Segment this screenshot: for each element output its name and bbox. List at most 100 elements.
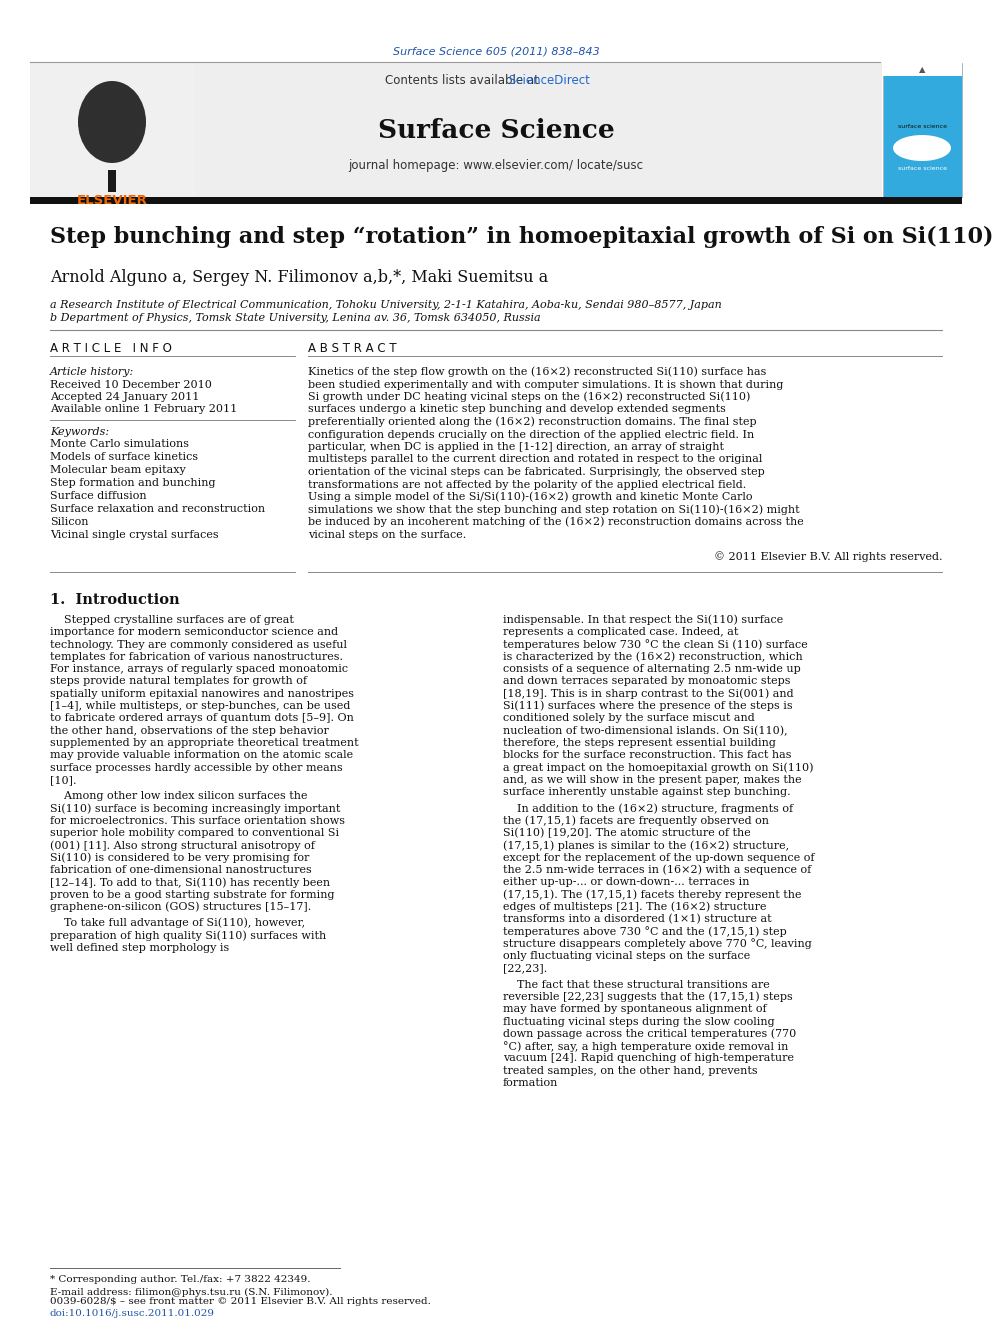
Text: To take full advantage of Si(110), however,: To take full advantage of Si(110), howev… (50, 918, 306, 929)
Text: configuration depends crucially on the direction of the applied electric field. : configuration depends crucially on the d… (308, 430, 754, 439)
Text: the 2.5 nm-wide terraces in (16×2) with a sequence of: the 2.5 nm-wide terraces in (16×2) with … (503, 865, 811, 876)
Text: preferentially oriented along the (16×2) reconstruction domains. The final step: preferentially oriented along the (16×2)… (308, 417, 757, 427)
Text: transformations are not affected by the polarity of the applied electrical field: transformations are not affected by the … (308, 479, 746, 490)
Text: to fabricate ordered arrays of quantum dots [5–9]. On: to fabricate ordered arrays of quantum d… (50, 713, 354, 724)
Text: spatially uniform epitaxial nanowires and nanostripes: spatially uniform epitaxial nanowires an… (50, 689, 354, 699)
Text: is characterized by the (16×2) reconstruction, which: is characterized by the (16×2) reconstru… (503, 652, 803, 663)
Text: In addition to the (16×2) structure, fragments of: In addition to the (16×2) structure, fra… (503, 803, 794, 814)
Text: Article history:: Article history: (50, 366, 134, 377)
Text: surface inherently unstable against step bunching.: surface inherently unstable against step… (503, 787, 791, 798)
Text: fluctuating vicinal steps during the slow cooling: fluctuating vicinal steps during the slo… (503, 1016, 775, 1027)
Text: and down terraces separated by monoatomic steps: and down terraces separated by monoatomi… (503, 676, 791, 687)
Text: ▲: ▲ (919, 66, 926, 74)
Text: treated samples, on the other hand, prevents: treated samples, on the other hand, prev… (503, 1066, 758, 1076)
Bar (883, 64, 962, 197)
Text: structure disappears completely above 770 °C, leaving: structure disappears completely above 77… (503, 938, 811, 949)
Bar (883, 64, 962, 75)
Text: [22,23].: [22,23]. (503, 963, 548, 974)
Text: the other hand, observations of the step behavior: the other hand, observations of the step… (50, 726, 329, 736)
Text: nucleation of two-dimensional islands. On Si(110),: nucleation of two-dimensional islands. O… (503, 725, 788, 736)
Text: Vicinal single crystal surfaces: Vicinal single crystal surfaces (50, 531, 218, 540)
Text: transforms into a disordered (1×1) structure at: transforms into a disordered (1×1) struc… (503, 914, 772, 925)
Text: Kinetics of the step flow growth on the (16×2) reconstructed Si(110) surface has: Kinetics of the step flow growth on the … (308, 366, 767, 377)
Text: Step bunching and step “rotation” in homoepitaxial growth of Si on Si(110)-16×2: Step bunching and step “rotation” in hom… (50, 226, 992, 247)
Text: reversible [22,23] suggests that the (17,15,1) steps: reversible [22,23] suggests that the (17… (503, 992, 793, 1003)
Text: only fluctuating vicinal steps on the surface: only fluctuating vicinal steps on the su… (503, 951, 750, 960)
Text: therefore, the steps represent essential building: therefore, the steps represent essential… (503, 738, 776, 747)
Text: temperatures below 730 °C the clean Si (110) surface: temperatures below 730 °C the clean Si (… (503, 639, 807, 650)
Text: Molecular beam epitaxy: Molecular beam epitaxy (50, 464, 186, 475)
Text: Accepted 24 January 2011: Accepted 24 January 2011 (50, 392, 199, 402)
Text: importance for modern semiconductor science and: importance for modern semiconductor scie… (50, 627, 338, 638)
Text: doi:10.1016/j.susc.2011.01.029: doi:10.1016/j.susc.2011.01.029 (50, 1308, 215, 1318)
Text: 1.  Introduction: 1. Introduction (50, 593, 180, 607)
Text: Silicon: Silicon (50, 517, 88, 527)
Text: technology. They are commonly considered as useful: technology. They are commonly considered… (50, 639, 347, 650)
Text: Surface diffusion: Surface diffusion (50, 491, 147, 501)
Text: ScienceDirect: ScienceDirect (385, 74, 590, 86)
Text: © 2011 Elsevier B.V. All rights reserved.: © 2011 Elsevier B.V. All rights reserved… (713, 552, 942, 562)
Text: (17,15,1). The (17,15,1) facets thereby represent the: (17,15,1). The (17,15,1) facets thereby … (503, 889, 802, 900)
Text: [12–14]. To add to that, Si(110) has recently been: [12–14]. To add to that, Si(110) has rec… (50, 877, 330, 888)
Text: °C) after, say, a high temperature oxide removal in: °C) after, say, a high temperature oxide… (503, 1041, 789, 1052)
Text: steps provide natural templates for growth of: steps provide natural templates for grow… (50, 676, 307, 687)
Text: particular, when DC is applied in the [1-12] direction, an array of straight: particular, when DC is applied in the [1… (308, 442, 724, 452)
Text: Using a simple model of the Si/Si(110)-(16×2) growth and kinetic Monte Carlo: Using a simple model of the Si/Si(110)-(… (308, 492, 753, 503)
Bar (108, 169, 116, 192)
Text: preparation of high quality Si(110) surfaces with: preparation of high quality Si(110) surf… (50, 930, 326, 941)
Text: For instance, arrays of regularly spaced monoatomic: For instance, arrays of regularly spaced… (50, 664, 348, 675)
Text: orientation of the vicinal steps can be fabricated. Surprisingly, the observed s: orientation of the vicinal steps can be … (308, 467, 765, 478)
Text: for microelectronics. This surface orientation shows: for microelectronics. This surface orien… (50, 816, 345, 826)
Text: temperatures above 730 °C and the (17,15,1) step: temperatures above 730 °C and the (17,15… (503, 926, 787, 937)
Text: blocks for the surface reconstruction. This fact has: blocks for the surface reconstruction. T… (503, 750, 792, 761)
Text: conditioned solely by the surface miscut and: conditioned solely by the surface miscut… (503, 713, 755, 724)
Text: Stepped crystalline surfaces are of great: Stepped crystalline surfaces are of grea… (50, 615, 294, 624)
Text: consists of a sequence of alternating 2.5 nm-wide up: consists of a sequence of alternating 2.… (503, 664, 801, 675)
Text: (17,15,1) planes is similar to the (16×2) structure,: (17,15,1) planes is similar to the (16×2… (503, 840, 789, 851)
Text: fabrication of one-dimensional nanostructures: fabrication of one-dimensional nanostruc… (50, 865, 311, 875)
Text: Received 10 December 2010: Received 10 December 2010 (50, 380, 212, 390)
Text: supplemented by an appropriate theoretical treatment: supplemented by an appropriate theoretic… (50, 738, 359, 747)
Bar (30, 197, 962, 204)
Bar (30, 64, 882, 197)
Text: proven to be a good starting substrate for forming: proven to be a good starting substrate f… (50, 889, 334, 900)
Text: represents a complicated case. Indeed, at: represents a complicated case. Indeed, a… (503, 627, 738, 638)
Text: Available online 1 February 2011: Available online 1 February 2011 (50, 404, 237, 414)
Text: Step formation and bunching: Step formation and bunching (50, 478, 215, 488)
Text: b Department of Physics, Tomsk State University, Lenina av. 36, Tomsk 634050, Ru: b Department of Physics, Tomsk State Uni… (50, 314, 541, 323)
Text: E-mail address: filimon@phys.tsu.ru (S.N. Filimonov).: E-mail address: filimon@phys.tsu.ru (S.N… (50, 1287, 332, 1297)
Text: and, as we will show in the present paper, makes the: and, as we will show in the present pape… (503, 775, 802, 785)
Text: [1–4], while multisteps, or step-bunches, can be used: [1–4], while multisteps, or step-bunches… (50, 701, 350, 710)
Text: simulations we show that the step bunching and step rotation on Si(110)-(16×2) m: simulations we show that the step bunchi… (308, 504, 800, 515)
Text: be induced by an incoherent matching of the (16×2) reconstruction domains across: be induced by an incoherent matching of … (308, 517, 804, 528)
Text: [18,19]. This is in sharp contrast to the Si(001) and: [18,19]. This is in sharp contrast to th… (503, 688, 794, 699)
Text: surface processes hardly accessible by other means: surface processes hardly accessible by o… (50, 762, 343, 773)
Text: vicinal steps on the surface.: vicinal steps on the surface. (308, 529, 466, 540)
Text: Models of surface kinetics: Models of surface kinetics (50, 452, 198, 462)
Text: surface science: surface science (898, 124, 946, 130)
Text: 0039-6028/$ – see front matter © 2011 Elsevier B.V. All rights reserved.: 0039-6028/$ – see front matter © 2011 El… (50, 1297, 431, 1306)
Text: Surface relaxation and reconstruction: Surface relaxation and reconstruction (50, 504, 265, 515)
Text: may provide valuable information on the atomic scale: may provide valuable information on the … (50, 750, 353, 761)
Text: templates for fabrication of various nanostructures.: templates for fabrication of various nan… (50, 652, 343, 662)
Text: The fact that these structural transitions are: The fact that these structural transitio… (503, 980, 770, 990)
Text: edges of multisteps [21]. The (16×2) structure: edges of multisteps [21]. The (16×2) str… (503, 901, 767, 912)
Ellipse shape (78, 81, 146, 163)
Text: indispensable. In that respect the Si(110) surface: indispensable. In that respect the Si(11… (503, 615, 784, 626)
Text: * Corresponding author. Tel./fax: +7 3822 42349.: * Corresponding author. Tel./fax: +7 382… (50, 1275, 310, 1285)
Text: journal homepage: www.elsevier.com/ locate/susc: journal homepage: www.elsevier.com/ loca… (348, 159, 644, 172)
Text: [10].: [10]. (50, 775, 76, 785)
Text: superior hole mobility compared to conventional Si: superior hole mobility compared to conve… (50, 828, 339, 837)
Text: Surface Science 605 (2011) 838–843: Surface Science 605 (2011) 838–843 (393, 48, 599, 57)
Text: a Research Institute of Electrical Communication, Tohoku University, 2-1-1 Katah: a Research Institute of Electrical Commu… (50, 300, 722, 310)
Text: Among other low index silicon surfaces the: Among other low index silicon surfaces t… (50, 791, 308, 802)
Text: may have formed by spontaneous alignment of: may have formed by spontaneous alignment… (503, 1004, 767, 1015)
Text: a great impact on the homoepitaxial growth on Si(110): a great impact on the homoepitaxial grow… (503, 762, 813, 773)
Text: graphene-on-silicon (GOS) structures [15–17].: graphene-on-silicon (GOS) structures [15… (50, 901, 311, 912)
Text: been studied experimentally and with computer simulations. It is shown that duri: been studied experimentally and with com… (308, 380, 784, 389)
Text: Arnold Alguno a, Sergey N. Filimonov a,b,*, Maki Suemitsu a: Arnold Alguno a, Sergey N. Filimonov a,b… (50, 270, 549, 287)
Text: (001) [11]. Also strong structural anisotropy of: (001) [11]. Also strong structural aniso… (50, 840, 314, 851)
Text: well defined step morphology is: well defined step morphology is (50, 943, 229, 953)
Text: Si(110) is considered to be very promising for: Si(110) is considered to be very promisi… (50, 852, 310, 863)
Text: except for the replacement of the up-down sequence of: except for the replacement of the up-dow… (503, 853, 814, 863)
